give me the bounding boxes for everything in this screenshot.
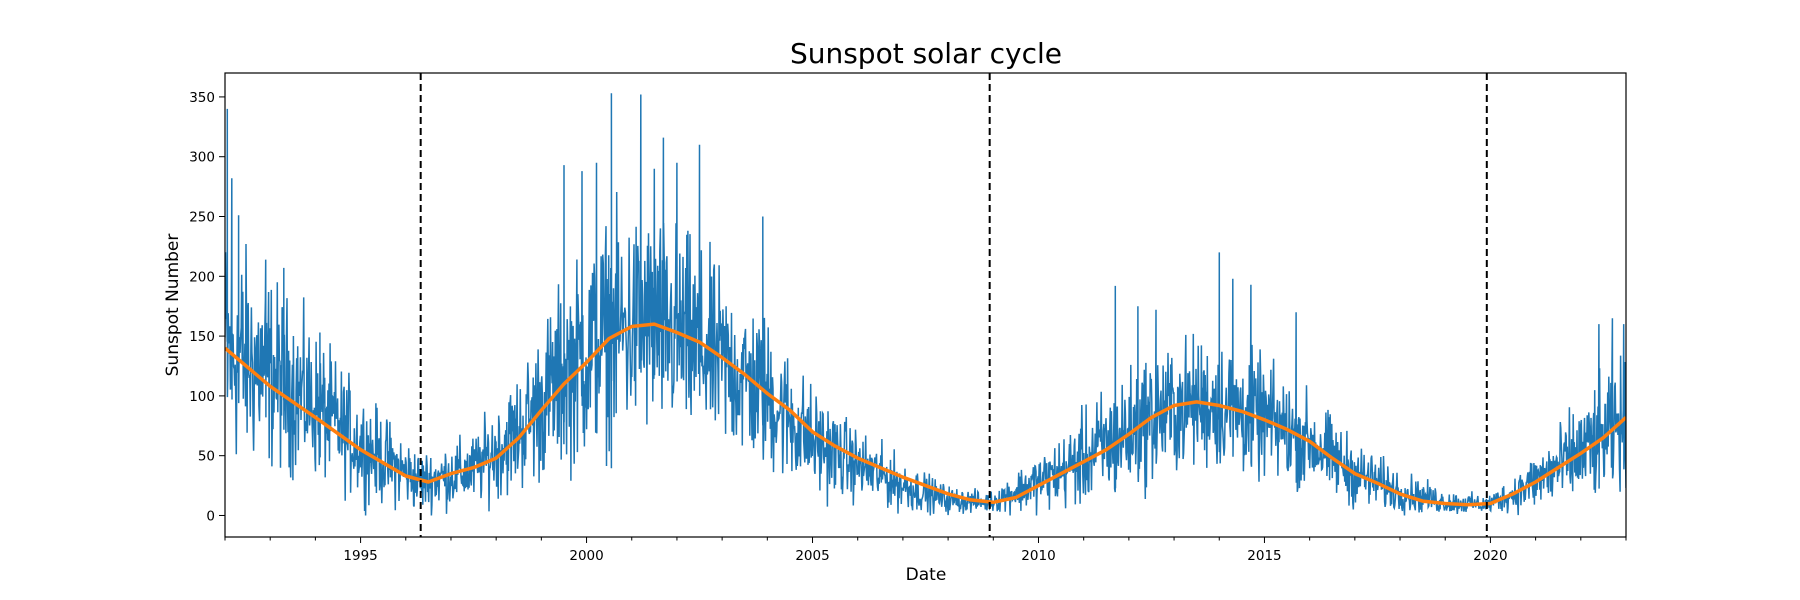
y-tick-label: 300 xyxy=(189,150,215,166)
x-tick-label: 2015 xyxy=(1247,548,1281,564)
x-tick-label: 1995 xyxy=(343,548,377,564)
daily-sunspot-series xyxy=(225,93,1626,516)
x-tick-label: 2000 xyxy=(569,548,603,564)
y-tick-label: 50 xyxy=(198,449,215,465)
chart-title: Sunspot solar cycle xyxy=(790,37,1062,70)
x-tick-label: 2020 xyxy=(1473,548,1507,564)
y-tick-label: 0 xyxy=(206,508,215,524)
x-tick-label: 2005 xyxy=(795,548,829,564)
y-tick-label: 150 xyxy=(189,329,215,345)
y-tick-label: 350 xyxy=(189,90,215,106)
y-tick-label: 100 xyxy=(189,389,215,405)
x-axis-label: Date xyxy=(906,565,947,585)
y-tick-label: 200 xyxy=(189,269,215,285)
y-axis-label: Sunspot Number xyxy=(163,234,183,377)
smoothed-sunspot-series xyxy=(225,322,1626,507)
plot-frame xyxy=(224,72,1627,538)
x-tick-label: 2010 xyxy=(1021,548,1055,564)
y-tick-label: 250 xyxy=(189,210,215,226)
